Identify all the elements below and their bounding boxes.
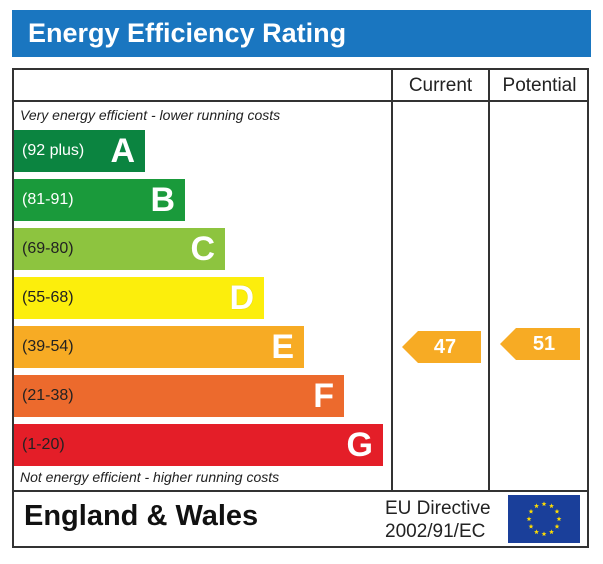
flag-star <box>528 508 534 514</box>
band-f: (21-38) F <box>14 375 344 417</box>
potential-column-divider <box>488 68 490 492</box>
band-range-label: (55-68) <box>22 289 74 306</box>
band-letter: C <box>190 230 215 268</box>
flag-star <box>528 523 534 529</box>
band-range-label: (39-54) <box>22 338 74 355</box>
flag-star <box>526 516 532 522</box>
band-range-label: (69-80) <box>22 240 74 257</box>
band-letter: A <box>110 132 135 170</box>
current-arrow-shape <box>402 330 481 363</box>
directive-line-2: 2002/91/EC <box>385 521 486 542</box>
band-c: (69-80) C <box>14 228 225 270</box>
potential-arrow-body <box>500 328 580 360</box>
flag-star <box>549 503 554 509</box>
title-bar: Energy Efficiency Rating <box>12 10 591 57</box>
potential-rating-value: 51 <box>532 333 556 355</box>
band-e: (39-54) E <box>14 326 304 368</box>
potential-arrow-shape <box>500 328 580 360</box>
potential-rating-arrow: 51 <box>500 328 580 360</box>
potential-column-header: Potential <box>502 75 577 96</box>
band-g: (1-20) G <box>14 424 383 466</box>
flag-star <box>556 516 562 522</box>
band-range-label: (1-20) <box>22 436 65 453</box>
flag-star <box>534 529 539 535</box>
chart-title: Energy Efficiency Rating <box>28 18 347 48</box>
eu-flag-icon <box>508 495 580 543</box>
band-a: (92 plus) A <box>14 130 145 172</box>
band-range-label: (21-38) <box>22 387 74 404</box>
band-letter: G <box>346 426 373 464</box>
band-letter: B <box>150 181 175 219</box>
bottom-scale-note: Not energy efficient - higher running co… <box>20 469 280 485</box>
current-rating-value: 47 <box>433 335 457 358</box>
band-letter: D <box>229 279 254 317</box>
top-scale-note: Very energy efficient - lower running co… <box>20 107 281 123</box>
flag-star <box>549 529 554 535</box>
current-arrow-body <box>402 330 481 363</box>
band-letter: E <box>271 328 294 366</box>
band-b: (81-91) B <box>14 179 185 221</box>
rating-frame <box>12 68 589 548</box>
band-letter: F <box>313 377 334 415</box>
flag-star <box>541 531 547 537</box>
header-divider <box>12 100 589 102</box>
band-range-label: (92 plus) <box>22 142 85 159</box>
current-rating-arrow: 47 <box>402 330 481 363</box>
flag-star <box>534 503 539 509</box>
band-range-label: (81-91) <box>22 191 74 208</box>
footer-divider <box>12 490 589 492</box>
flag-star <box>554 508 560 514</box>
flag-star <box>554 523 560 529</box>
current-column-divider <box>391 68 393 492</box>
region-label: England & Wales <box>24 500 259 532</box>
directive-line-1: EU Directive <box>385 498 491 519</box>
current-column-header: Current <box>408 75 473 96</box>
flag-star <box>541 501 547 507</box>
band-d: (55-68) D <box>14 277 264 319</box>
